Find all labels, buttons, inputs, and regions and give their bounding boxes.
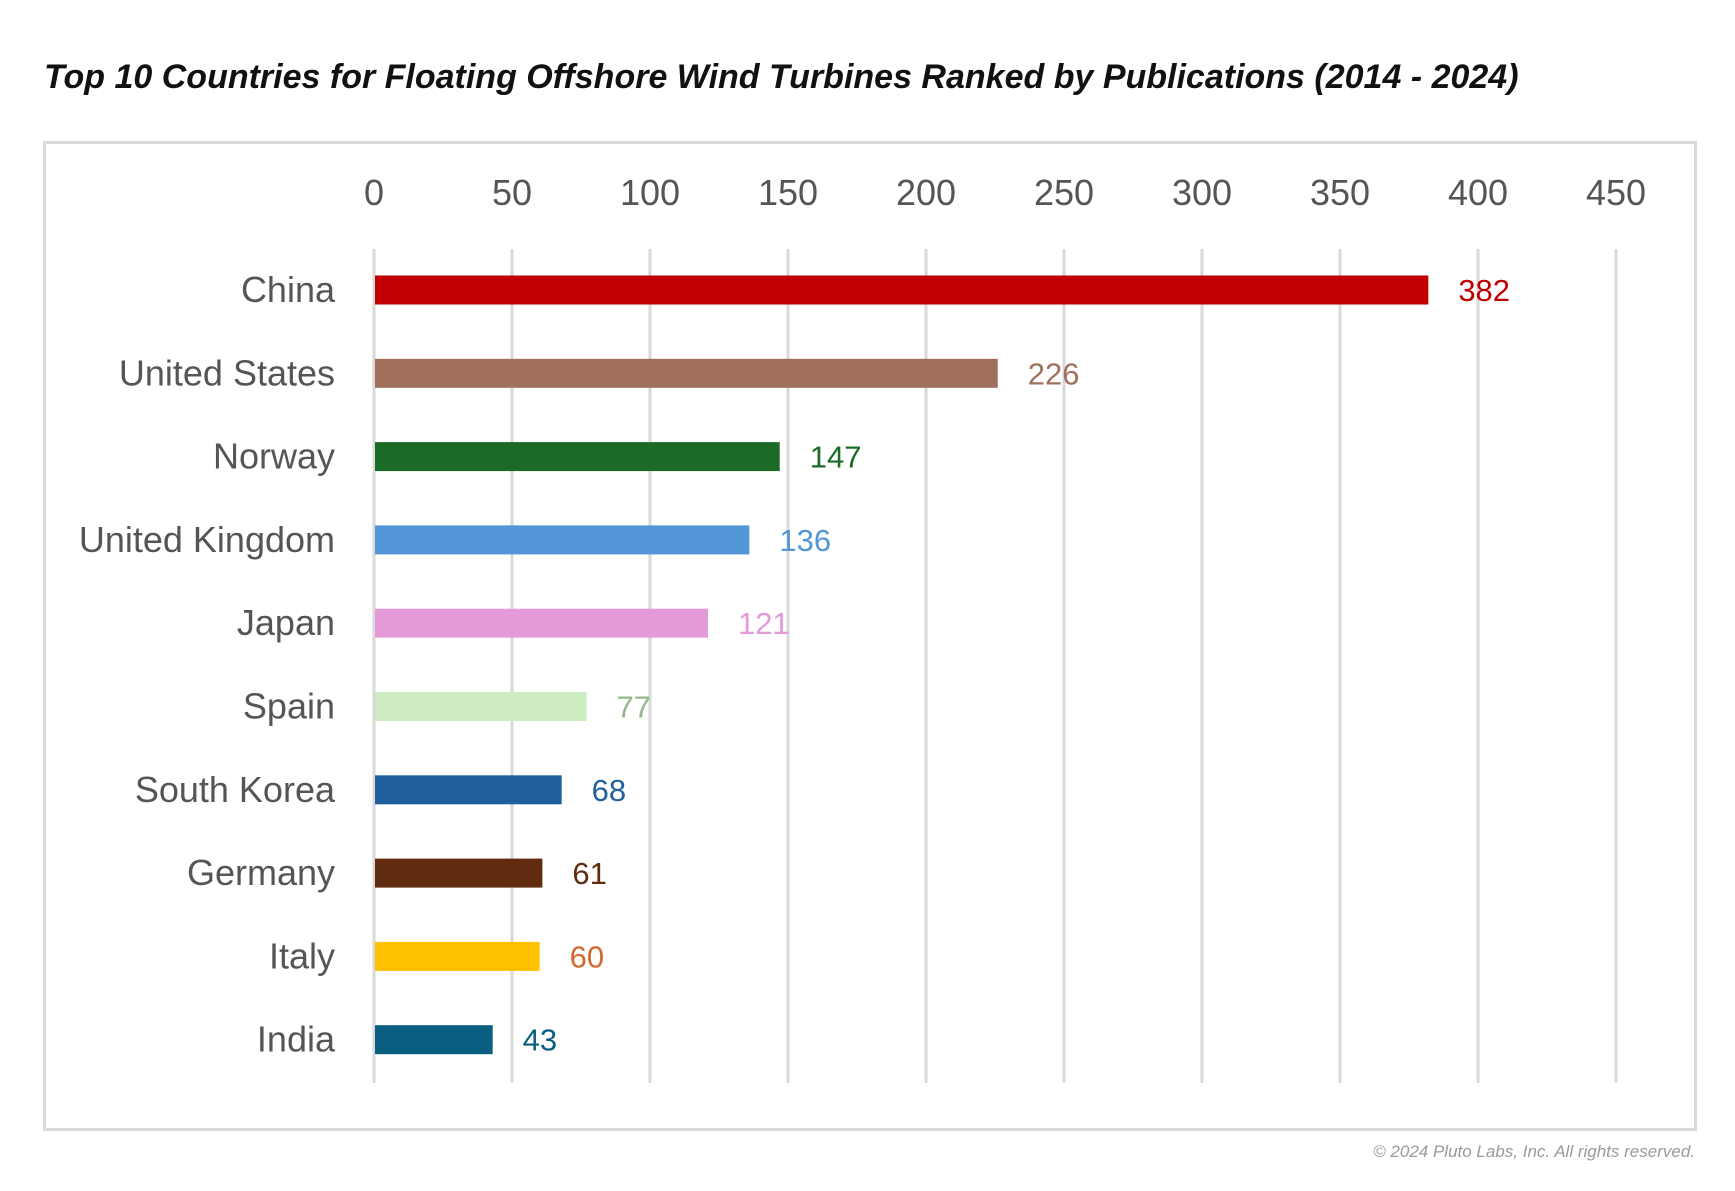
x-tick-label: 150: [758, 172, 818, 213]
data-label: 61: [572, 856, 606, 891]
copyright-notice: © 2024 Pluto Labs, Inc. All rights reser…: [1373, 1142, 1695, 1161]
data-label: 43: [523, 1023, 557, 1058]
x-tick-label: 300: [1172, 172, 1232, 213]
data-label: 77: [617, 690, 651, 725]
x-tick-label: 200: [896, 172, 956, 213]
bar: [375, 608, 708, 638]
x-tick-label: 350: [1310, 172, 1370, 213]
data-label: 121: [738, 606, 790, 641]
data-label: 147: [810, 440, 862, 475]
x-tick-label: 450: [1586, 172, 1646, 213]
data-label: 136: [779, 523, 831, 558]
gridlines: [372, 249, 1618, 1083]
category-label: Japan: [237, 602, 335, 643]
bar: [375, 358, 998, 388]
bar: [375, 442, 780, 472]
category-label: India: [257, 1019, 336, 1060]
category-label: United Kingdom: [79, 519, 335, 560]
x-axis-ticks: 0 50 100 150 200 250 300 350 400 450: [364, 172, 1646, 213]
category-label: South Korea: [135, 769, 336, 810]
bar: [375, 525, 750, 555]
data-label: 68: [592, 773, 626, 808]
bar: [375, 775, 562, 805]
category-label: United States: [119, 352, 335, 393]
x-tick-label: 50: [492, 172, 532, 213]
chart-frame: [43, 141, 1697, 1131]
x-tick-label: 0: [364, 172, 384, 213]
data-label: 382: [1458, 273, 1510, 308]
bar: [375, 941, 540, 971]
x-tick-label: 100: [620, 172, 680, 213]
bar: [375, 1025, 493, 1055]
bar: [375, 858, 543, 888]
value-labels: 382 226 147 136 121 77 68 61 60 43: [523, 273, 1510, 1058]
chart-title: Top 10 Countries for Floating Offshore W…: [44, 58, 1519, 96]
data-label: 226: [1028, 356, 1080, 391]
category-label: Spain: [243, 686, 335, 727]
category-label: China: [241, 269, 336, 310]
bar: [375, 692, 587, 721]
x-tick-label: 400: [1448, 172, 1508, 213]
data-label: 60: [570, 939, 604, 974]
category-labels: China United States Norway United Kingdom Ja…: [79, 269, 336, 1060]
x-tick-label: 250: [1034, 172, 1094, 213]
category-label: Germany: [187, 852, 335, 893]
category-label: Norway: [213, 436, 335, 477]
bars: [375, 275, 1429, 1055]
category-label: Italy: [269, 935, 335, 976]
bar: [375, 275, 1429, 305]
